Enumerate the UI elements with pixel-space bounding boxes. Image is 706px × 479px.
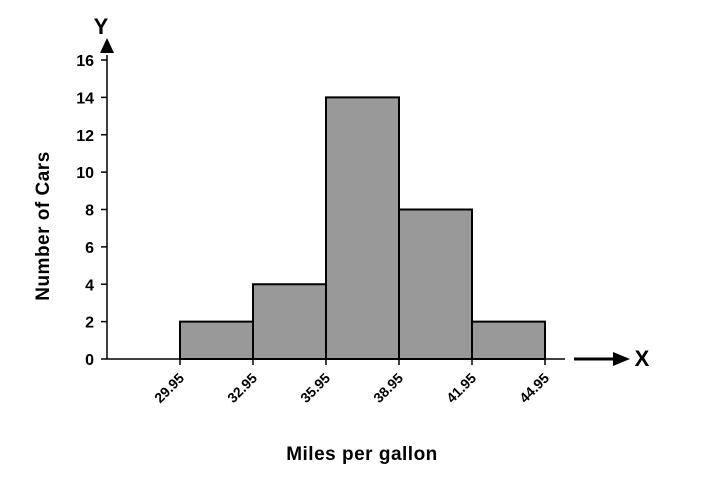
x-tick-label-2: 35.95 xyxy=(297,370,333,406)
bars-group xyxy=(179,96,546,360)
y-tick-label-5: 10 xyxy=(76,165,94,182)
y-tick-label-8: 16 xyxy=(76,53,94,70)
bar-1 xyxy=(252,283,327,360)
y-tick-label-1: 2 xyxy=(85,315,94,332)
y-tick-label-0: 0 xyxy=(85,352,94,369)
x-tick-label-5: 44.95 xyxy=(516,370,552,406)
x-axis-letter: X xyxy=(635,346,650,371)
x-tick-label-3: 38.95 xyxy=(370,370,406,406)
bar-3 xyxy=(398,208,473,360)
x-axis-title: Miles per gallon xyxy=(286,444,438,465)
bar-0 xyxy=(179,320,254,360)
x-tick-label-4: 41.95 xyxy=(443,370,479,406)
x-axis: 29.95 32.95 35.95 38.95 41.95 44.95 xyxy=(107,352,630,406)
y-axis-title: Number of Cars xyxy=(33,151,54,301)
bar-4 xyxy=(471,320,546,360)
y-tick-label-4: 8 xyxy=(85,203,94,220)
x-axis-arrowhead xyxy=(613,352,630,366)
y-axis-letter: Y xyxy=(94,14,109,39)
x-tick-label-0: 29.95 xyxy=(151,370,187,406)
bar-2 xyxy=(325,96,400,360)
y-axis-arrowhead xyxy=(100,38,114,53)
y-axis: 0 2 4 6 8 10 12 14 16 xyxy=(76,38,114,369)
y-tick-label-3: 6 xyxy=(85,240,94,257)
y-tick-label-6: 12 xyxy=(76,128,94,145)
y-tick-label-7: 14 xyxy=(76,90,94,107)
x-tick-label-1: 32.95 xyxy=(224,370,260,406)
y-tick-label-2: 4 xyxy=(85,277,94,294)
